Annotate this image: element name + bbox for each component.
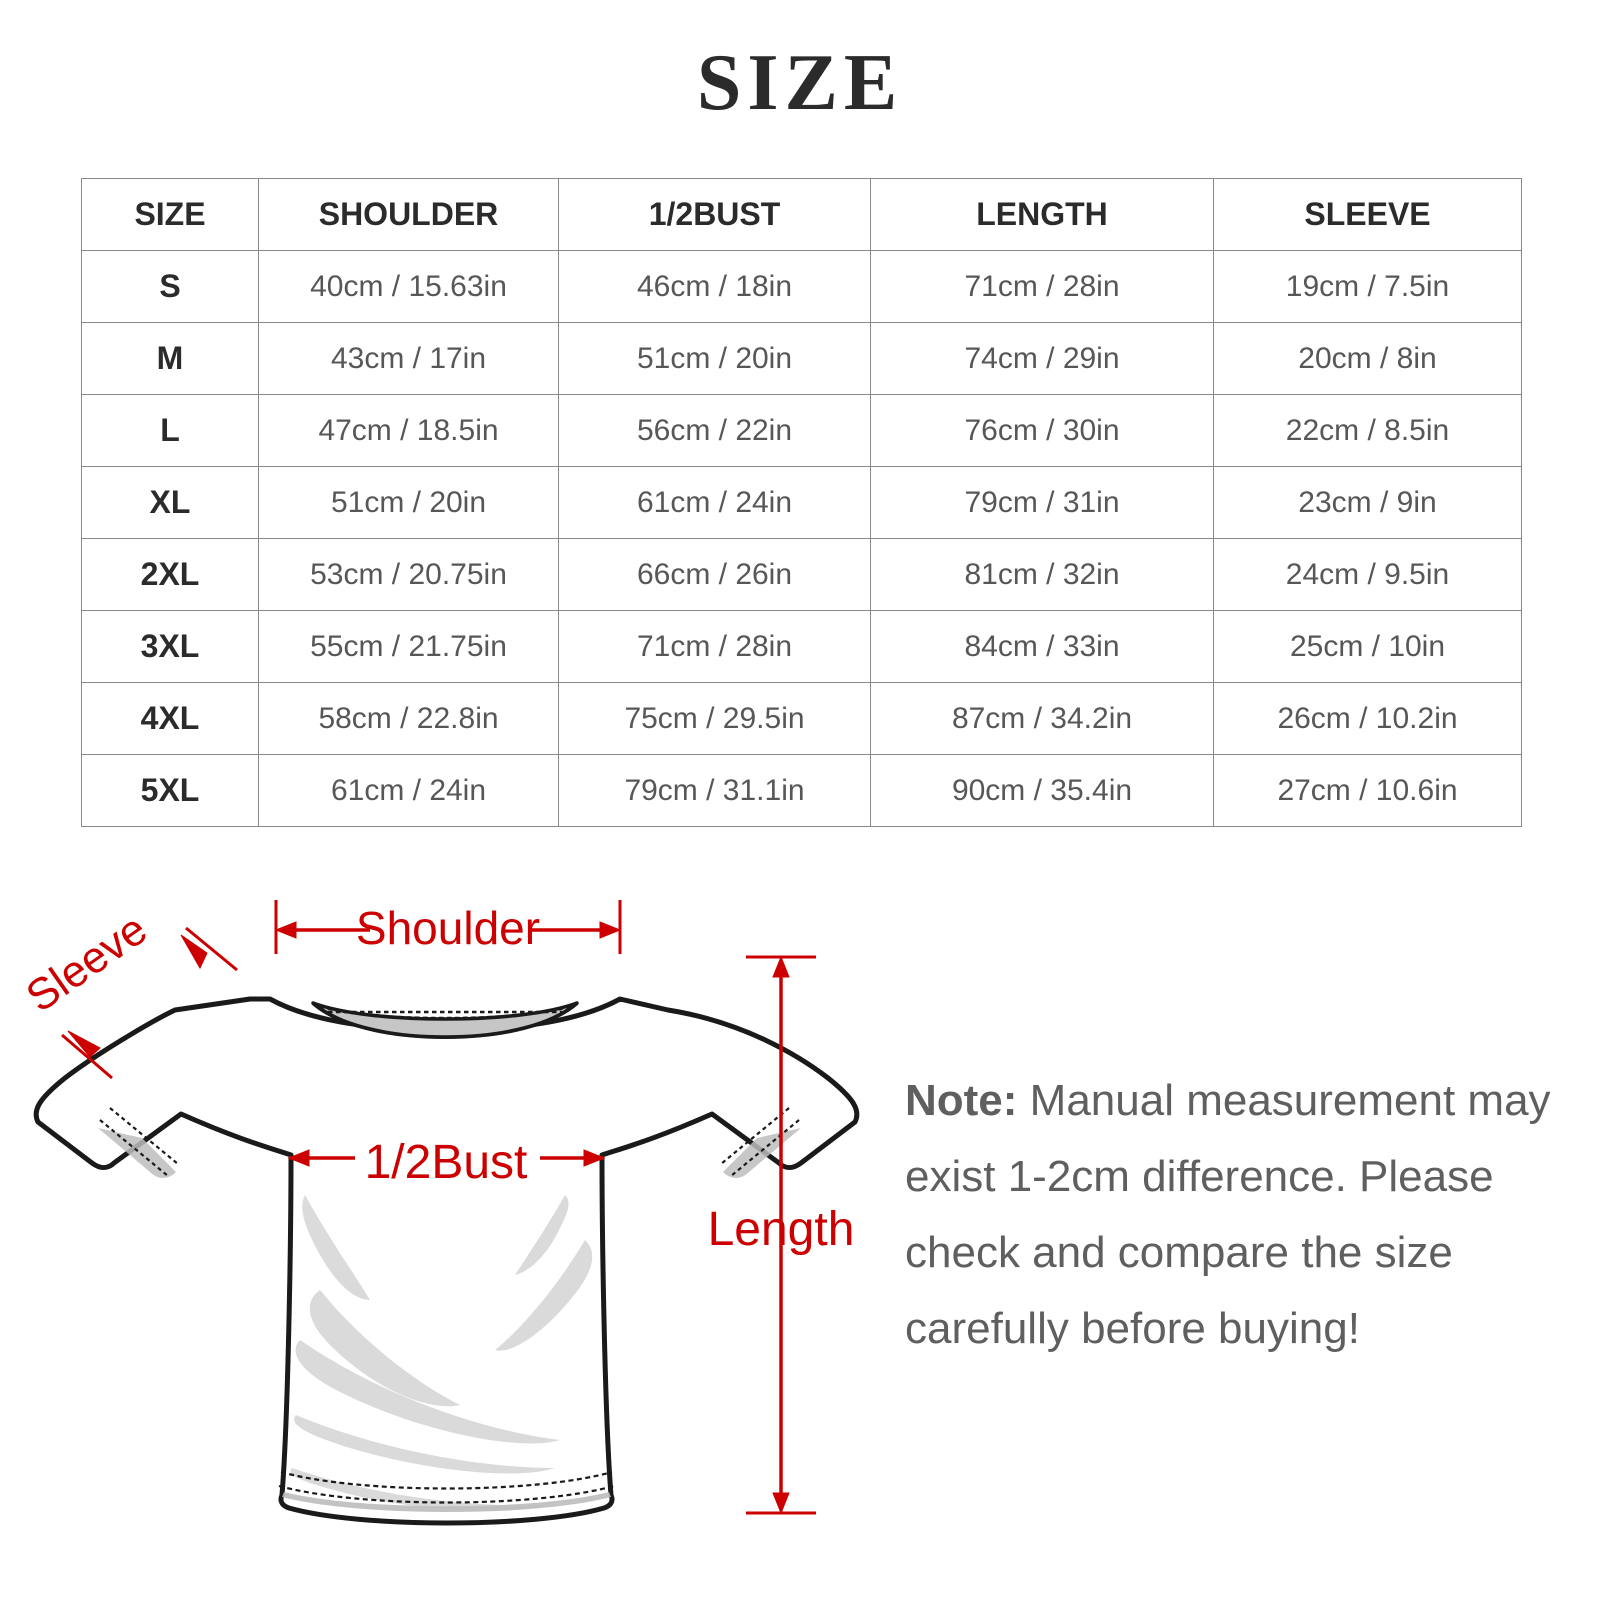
svg-text:Length: Length xyxy=(708,1203,855,1256)
svg-text:1/2Bust: 1/2Bust xyxy=(365,1136,528,1189)
svg-text:Shoulder: Shoulder xyxy=(356,902,540,954)
svg-text:Sleeve: Sleeve xyxy=(18,904,156,1021)
